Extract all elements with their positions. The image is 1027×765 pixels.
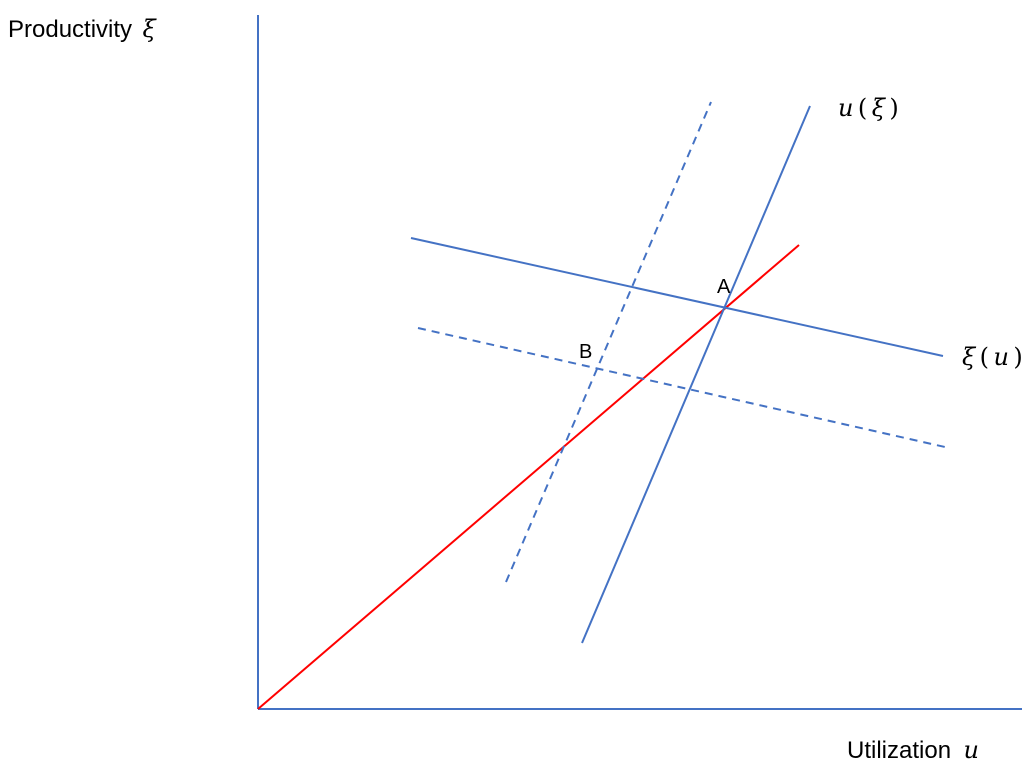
- u-of-xi-shifted-dashed-line: [505, 101, 712, 583]
- xi-of-u-shifted-dashed-line: [417, 327, 946, 448]
- xi-of-u-open-paren: (: [980, 343, 989, 371]
- xi-of-u-label: ξ ( u ): [962, 343, 1023, 371]
- u-of-xi-line: [581, 105, 811, 644]
- xi-of-u-close-paren: ): [1013, 343, 1022, 371]
- y-axis-symbol: ξ: [143, 15, 158, 43]
- xi-of-u-fn: ξ: [962, 343, 977, 371]
- x-axis-title: Utilization u: [847, 736, 979, 764]
- point-b-label: B: [579, 341, 592, 363]
- u-of-xi-fn: u: [838, 94, 853, 122]
- u-of-xi-arg: ξ: [872, 94, 887, 122]
- xi-of-u-line: [410, 237, 944, 357]
- x-axis-label: Utilization: [847, 737, 951, 764]
- point-a-label: A: [717, 276, 731, 298]
- xi-of-u-arg: u: [994, 343, 1009, 371]
- x-axis-symbol: u: [964, 736, 979, 764]
- u-of-xi-label: u ( ξ ): [838, 94, 899, 122]
- u-of-xi-open-paren: (: [858, 94, 867, 122]
- u-of-xi-close-paren: ): [889, 94, 898, 122]
- y-axis-label: Productivity: [8, 16, 132, 43]
- red-ray-line: [257, 244, 800, 710]
- y-axis-title: Productivity ξ: [8, 15, 158, 43]
